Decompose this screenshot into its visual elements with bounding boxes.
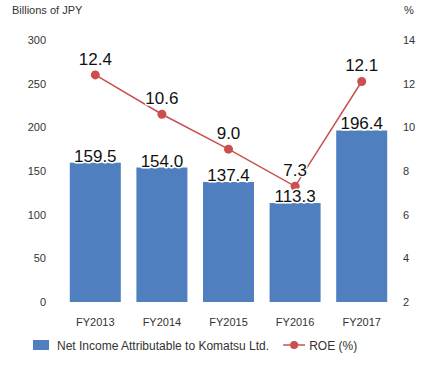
y-tick-label: 250 bbox=[28, 78, 46, 90]
legend-swatch bbox=[33, 340, 49, 350]
line-marker bbox=[157, 110, 166, 119]
y-tick-label: 300 bbox=[28, 34, 46, 46]
data-label: 159.5 bbox=[74, 147, 117, 166]
x-tick-label: FY2017 bbox=[342, 316, 381, 328]
chart: Billions of JPY% 0 50 100 150 200 250 300 2 4 6 8 10… bbox=[0, 0, 430, 380]
y2-tick-label: 4 bbox=[403, 252, 409, 264]
legend: Net Income Attributable to Komatsu Ltd. R… bbox=[33, 339, 357, 353]
bar bbox=[136, 168, 187, 302]
x-tick-label: FY2014 bbox=[143, 316, 182, 328]
y-axis-title: Billions of JPY bbox=[12, 4, 83, 16]
x-tick-label: FY2013 bbox=[76, 316, 115, 328]
y2-tick-label: 10 bbox=[403, 121, 415, 133]
line-marker bbox=[91, 70, 100, 79]
y2-tick-label: 2 bbox=[403, 296, 409, 308]
data-label: 154.0 bbox=[141, 152, 184, 171]
data-label: 196.4 bbox=[340, 114, 383, 133]
bar bbox=[70, 163, 121, 302]
legend-label: ROE (%) bbox=[309, 339, 357, 353]
data-label: 137.4 bbox=[207, 166, 250, 185]
y2-axis-title: % bbox=[404, 4, 414, 16]
line-marker bbox=[224, 145, 233, 154]
line bbox=[95, 75, 361, 186]
data-label: 10.6 bbox=[145, 89, 178, 108]
x-tick-label: FY2015 bbox=[209, 316, 248, 328]
bar bbox=[336, 130, 387, 302]
y2-tick-label: 14 bbox=[403, 34, 415, 46]
data-label: 9.0 bbox=[217, 124, 241, 143]
y-tick-label: 150 bbox=[28, 165, 46, 177]
data-label: 12.4 bbox=[79, 50, 112, 69]
data-label: 113.3 bbox=[274, 187, 315, 206]
y-tick-label: 200 bbox=[28, 121, 46, 133]
legend-label: Net Income Attributable to Komatsu Ltd. bbox=[57, 339, 269, 353]
x-tick-label: FY2016 bbox=[276, 316, 315, 328]
legend-swatch bbox=[290, 341, 298, 349]
plot-area bbox=[70, 70, 387, 302]
y2-tick-label: 12 bbox=[403, 78, 415, 90]
y-tick-label: 100 bbox=[28, 209, 46, 221]
data-labels: 159.5 154.0 137.4 113.3 196.4 12.4 10.6 9.0 7.3 1… bbox=[74, 50, 383, 206]
data-label: 12.1 bbox=[345, 56, 378, 75]
y-tick-label: 50 bbox=[34, 252, 46, 264]
y-tick-label: 0 bbox=[40, 296, 46, 308]
line-marker bbox=[357, 77, 366, 86]
data-label: 7.3 bbox=[283, 161, 307, 180]
y2-tick-label: 8 bbox=[403, 165, 409, 177]
y2-tick-label: 6 bbox=[403, 209, 409, 221]
bar bbox=[203, 182, 254, 302]
bar bbox=[270, 203, 321, 302]
